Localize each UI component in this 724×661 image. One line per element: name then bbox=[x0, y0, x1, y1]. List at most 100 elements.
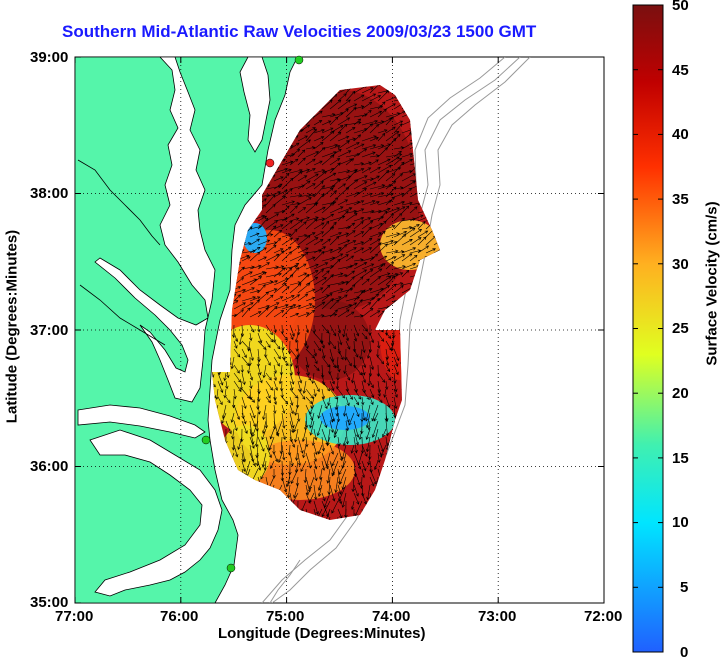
velocity-vector bbox=[313, 246, 327, 254]
velocity-vector bbox=[337, 123, 348, 134]
velocity-vector bbox=[289, 219, 303, 230]
velocity-vector bbox=[353, 314, 364, 318]
velocity-vector bbox=[393, 200, 406, 206]
velocity-vector bbox=[337, 388, 345, 399]
velocity-vector bbox=[313, 185, 325, 198]
velocity-vector bbox=[265, 356, 271, 366]
velocity-vector bbox=[289, 412, 295, 429]
velocity-vector bbox=[345, 127, 356, 134]
velocity-vector bbox=[321, 265, 335, 270]
velocity-vector bbox=[342, 404, 347, 417]
velocity-vector bbox=[377, 452, 381, 464]
velocity-vector bbox=[249, 452, 256, 467]
velocity-vector bbox=[369, 276, 382, 286]
velocity-vector bbox=[273, 324, 277, 334]
velocity-vector bbox=[345, 142, 360, 150]
velocity-vector bbox=[334, 396, 339, 411]
y-tick-label: 39:00 bbox=[30, 49, 69, 66]
velocity-vector bbox=[393, 120, 404, 126]
velocity-vector bbox=[341, 492, 347, 508]
velocity-vector bbox=[345, 262, 358, 270]
velocity-vector bbox=[249, 420, 254, 436]
velocity-vector bbox=[361, 110, 372, 118]
velocity-vector bbox=[305, 356, 310, 369]
velocity-vector bbox=[409, 214, 424, 222]
velocity-vector bbox=[377, 230, 386, 238]
velocity-vector bbox=[377, 388, 381, 397]
pamlico-sound bbox=[89, 429, 223, 597]
colorbar-tick-label: 25 bbox=[672, 320, 689, 337]
velocity-vector bbox=[409, 249, 422, 254]
velocity-vector bbox=[329, 272, 344, 278]
axis-ticks bbox=[74, 56, 605, 604]
velocity-vector bbox=[289, 324, 295, 337]
velocity-vector bbox=[305, 173, 319, 182]
velocity-vector bbox=[317, 476, 323, 491]
velocity-vector bbox=[329, 221, 337, 230]
velocity-vector bbox=[313, 180, 324, 190]
colorbar-tick-label: 10 bbox=[672, 514, 689, 531]
velocity-vector bbox=[361, 181, 377, 190]
velocity-vector bbox=[265, 294, 274, 302]
velocity-vector bbox=[329, 178, 341, 190]
velocity-vector bbox=[385, 249, 399, 254]
velocity-vector bbox=[239, 380, 243, 391]
velocity-vector bbox=[238, 332, 243, 346]
velocity-vector bbox=[313, 136, 325, 142]
velocity-vector bbox=[336, 372, 340, 381]
velocity-vector bbox=[333, 428, 339, 439]
velocity-vector bbox=[321, 313, 338, 318]
velocity-vector bbox=[249, 324, 255, 333]
velocity-vector bbox=[361, 247, 373, 254]
velocity-vector bbox=[294, 428, 299, 443]
velocity-vector bbox=[367, 452, 371, 466]
velocity-vector bbox=[293, 484, 299, 499]
velocity-vector bbox=[337, 294, 348, 302]
velocity-vector bbox=[393, 348, 400, 362]
velocity-vector bbox=[350, 500, 355, 511]
velocity-vector bbox=[345, 340, 351, 350]
velocity-vector bbox=[273, 250, 285, 262]
velocity-vector bbox=[278, 452, 283, 464]
velocity-vector bbox=[328, 364, 332, 375]
velocity-vector bbox=[321, 293, 333, 302]
velocity-vector bbox=[371, 420, 379, 438]
velocity-vector bbox=[262, 420, 267, 435]
velocity-vector bbox=[369, 310, 381, 318]
velocity-vector bbox=[331, 452, 339, 467]
x-tick-label: 77:00 bbox=[55, 608, 94, 625]
colorbar-tick-label: 20 bbox=[672, 385, 689, 402]
velocity-vector bbox=[369, 293, 380, 302]
velocity-vector bbox=[385, 283, 397, 294]
velocity-vector bbox=[321, 356, 330, 368]
velocity-vector bbox=[257, 404, 261, 415]
velocity-vector bbox=[230, 412, 235, 423]
velocity-vector bbox=[289, 312, 300, 318]
velocity-vector bbox=[337, 93, 347, 102]
velocity-vector bbox=[225, 380, 229, 390]
velocity-vector bbox=[233, 302, 246, 310]
velocity-vector bbox=[273, 372, 277, 382]
velocity-vector bbox=[353, 289, 366, 302]
velocity-vector bbox=[313, 217, 326, 222]
velocity-vector bbox=[305, 202, 318, 214]
velocity-vector bbox=[257, 332, 263, 344]
velocity-vector bbox=[249, 348, 254, 362]
velocity-vector bbox=[265, 220, 279, 230]
velocity-vector bbox=[281, 286, 290, 294]
velocity-vector bbox=[317, 404, 323, 419]
velocity-vector bbox=[329, 348, 335, 363]
velocity-vector bbox=[313, 147, 326, 158]
colorbar-tick-label: 50 bbox=[672, 0, 689, 14]
velocity-vector bbox=[385, 126, 396, 134]
velocity-vector bbox=[341, 476, 347, 490]
velocity-vector bbox=[377, 276, 392, 286]
velocity-vector bbox=[345, 255, 355, 262]
velocity-vector bbox=[254, 428, 259, 448]
velocity-vector bbox=[353, 396, 360, 406]
velocity-vector bbox=[233, 332, 239, 343]
velocity-vector bbox=[241, 307, 251, 318]
velocity-vector bbox=[342, 324, 347, 338]
velocity-vector bbox=[329, 412, 334, 423]
velocity-vector bbox=[313, 222, 325, 230]
